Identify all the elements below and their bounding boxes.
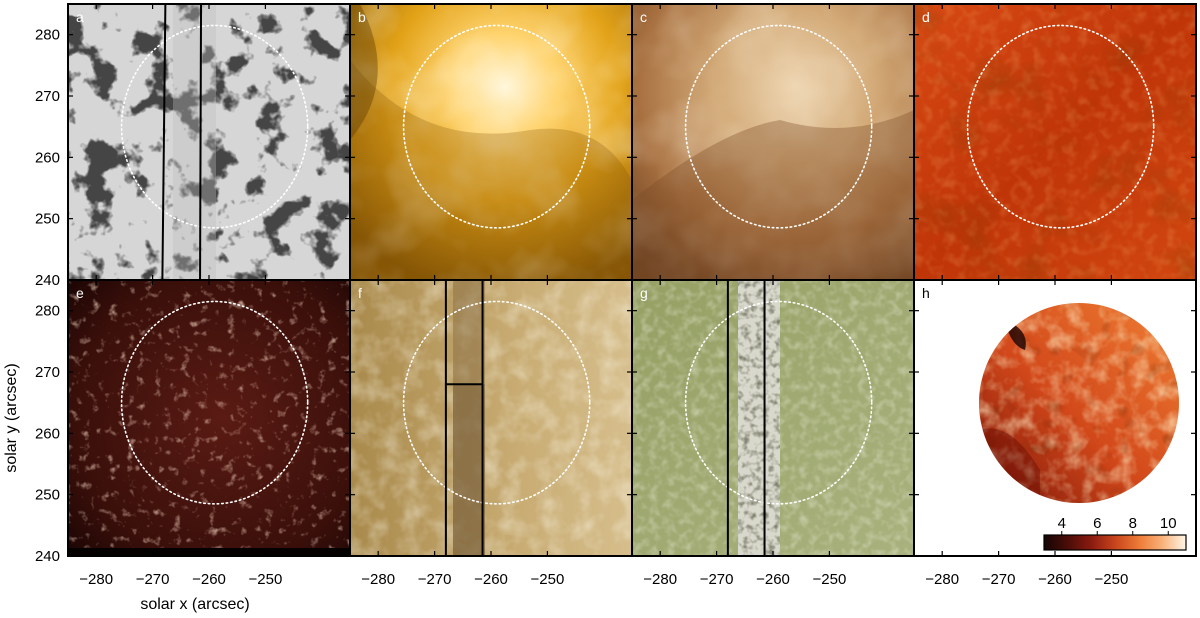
x-tick-label-col1-1: −270 xyxy=(418,571,452,588)
y-tick-label-top-1: 270 xyxy=(35,88,60,105)
colorbar-tick-label-1: 6 xyxy=(1093,515,1101,532)
panel-frames xyxy=(67,3,1197,557)
x-tick-label-col3-1: −270 xyxy=(982,571,1016,588)
panel-label-c: c xyxy=(640,9,647,25)
region-circle-a xyxy=(120,24,309,229)
region-circle-d xyxy=(966,24,1155,229)
x-tick-label-col0-3: −250 xyxy=(249,571,283,588)
slit-edge-a-1 xyxy=(199,3,203,281)
x-tick-label-col3-3: −250 xyxy=(1095,571,1129,588)
x-tick-label-col0-2: −260 xyxy=(192,571,226,588)
slit-edge-a-0 xyxy=(161,3,167,281)
panel-label-a: a xyxy=(76,9,84,25)
x-tick-label-col1-3: −250 xyxy=(531,571,565,588)
x-tick-label-col2-2: −260 xyxy=(756,571,790,588)
colorbar-tick-label-2: 8 xyxy=(1129,515,1137,532)
panel-b xyxy=(350,4,632,280)
y-tick-label-top-2: 260 xyxy=(35,149,60,166)
panel-e xyxy=(68,280,350,556)
panel-g xyxy=(632,280,914,556)
panel-a xyxy=(68,4,350,280)
colorbar-tick-label-0: 4 xyxy=(1058,515,1066,532)
region-circle-b xyxy=(402,24,591,229)
y-tick-label-bottom-4: 240 xyxy=(35,548,60,565)
panel-h xyxy=(914,280,1196,556)
y-axis-title: solar y (arcsec) xyxy=(3,363,20,472)
panel-label-h: h xyxy=(922,285,930,301)
x-tick-label-col0-0: −280 xyxy=(79,571,113,588)
colorbar xyxy=(1043,534,1187,551)
region-circle-g xyxy=(684,300,873,505)
panel-label-d: d xyxy=(922,9,930,25)
x-tick-label-col3-0: −280 xyxy=(925,571,959,588)
y-tick-label-bottom-3: 250 xyxy=(35,487,60,504)
x-axis-title: solar x (arcsec) xyxy=(140,596,249,613)
panel-f xyxy=(350,280,632,556)
region-circle-c xyxy=(684,24,873,229)
panel-label-b: b xyxy=(358,9,366,25)
y-tick-label-bottom-0: 280 xyxy=(35,303,60,320)
x-tick-label-col2-3: −250 xyxy=(813,571,847,588)
overlay-layer: −280 −270 −260 −250 −280 −270 −260 −250 −280 −270… xyxy=(35,3,1196,588)
x-tick-label-col2-0: −280 xyxy=(643,571,677,588)
y-tick-label-top-3: 250 xyxy=(35,211,60,228)
panel-label-f: f xyxy=(358,285,362,301)
colorbar-tick-label-3: 10 xyxy=(1160,515,1177,532)
x-tick-label-col1-2: −260 xyxy=(474,571,508,588)
x-tick-label-col1-0: −280 xyxy=(361,571,395,588)
region-circle-e xyxy=(120,300,309,505)
y-tick-label-bottom-2: 260 xyxy=(35,425,60,442)
x-tick-label-col2-1: −270 xyxy=(700,571,734,588)
panel-c xyxy=(632,4,914,280)
x-tick-label-col3-2: −260 xyxy=(1038,571,1072,588)
region-circle-f xyxy=(402,300,591,505)
y-tick-label-top-4: 240 xyxy=(35,272,60,289)
y-tick-label-top-0: 280 xyxy=(35,27,60,44)
panel-label-g: g xyxy=(640,285,648,301)
panel-label-e: e xyxy=(76,285,84,301)
y-tick-label-bottom-1: 270 xyxy=(35,364,60,381)
panel-d xyxy=(914,4,1196,280)
x-tick-label-col0-1: −270 xyxy=(136,571,170,588)
